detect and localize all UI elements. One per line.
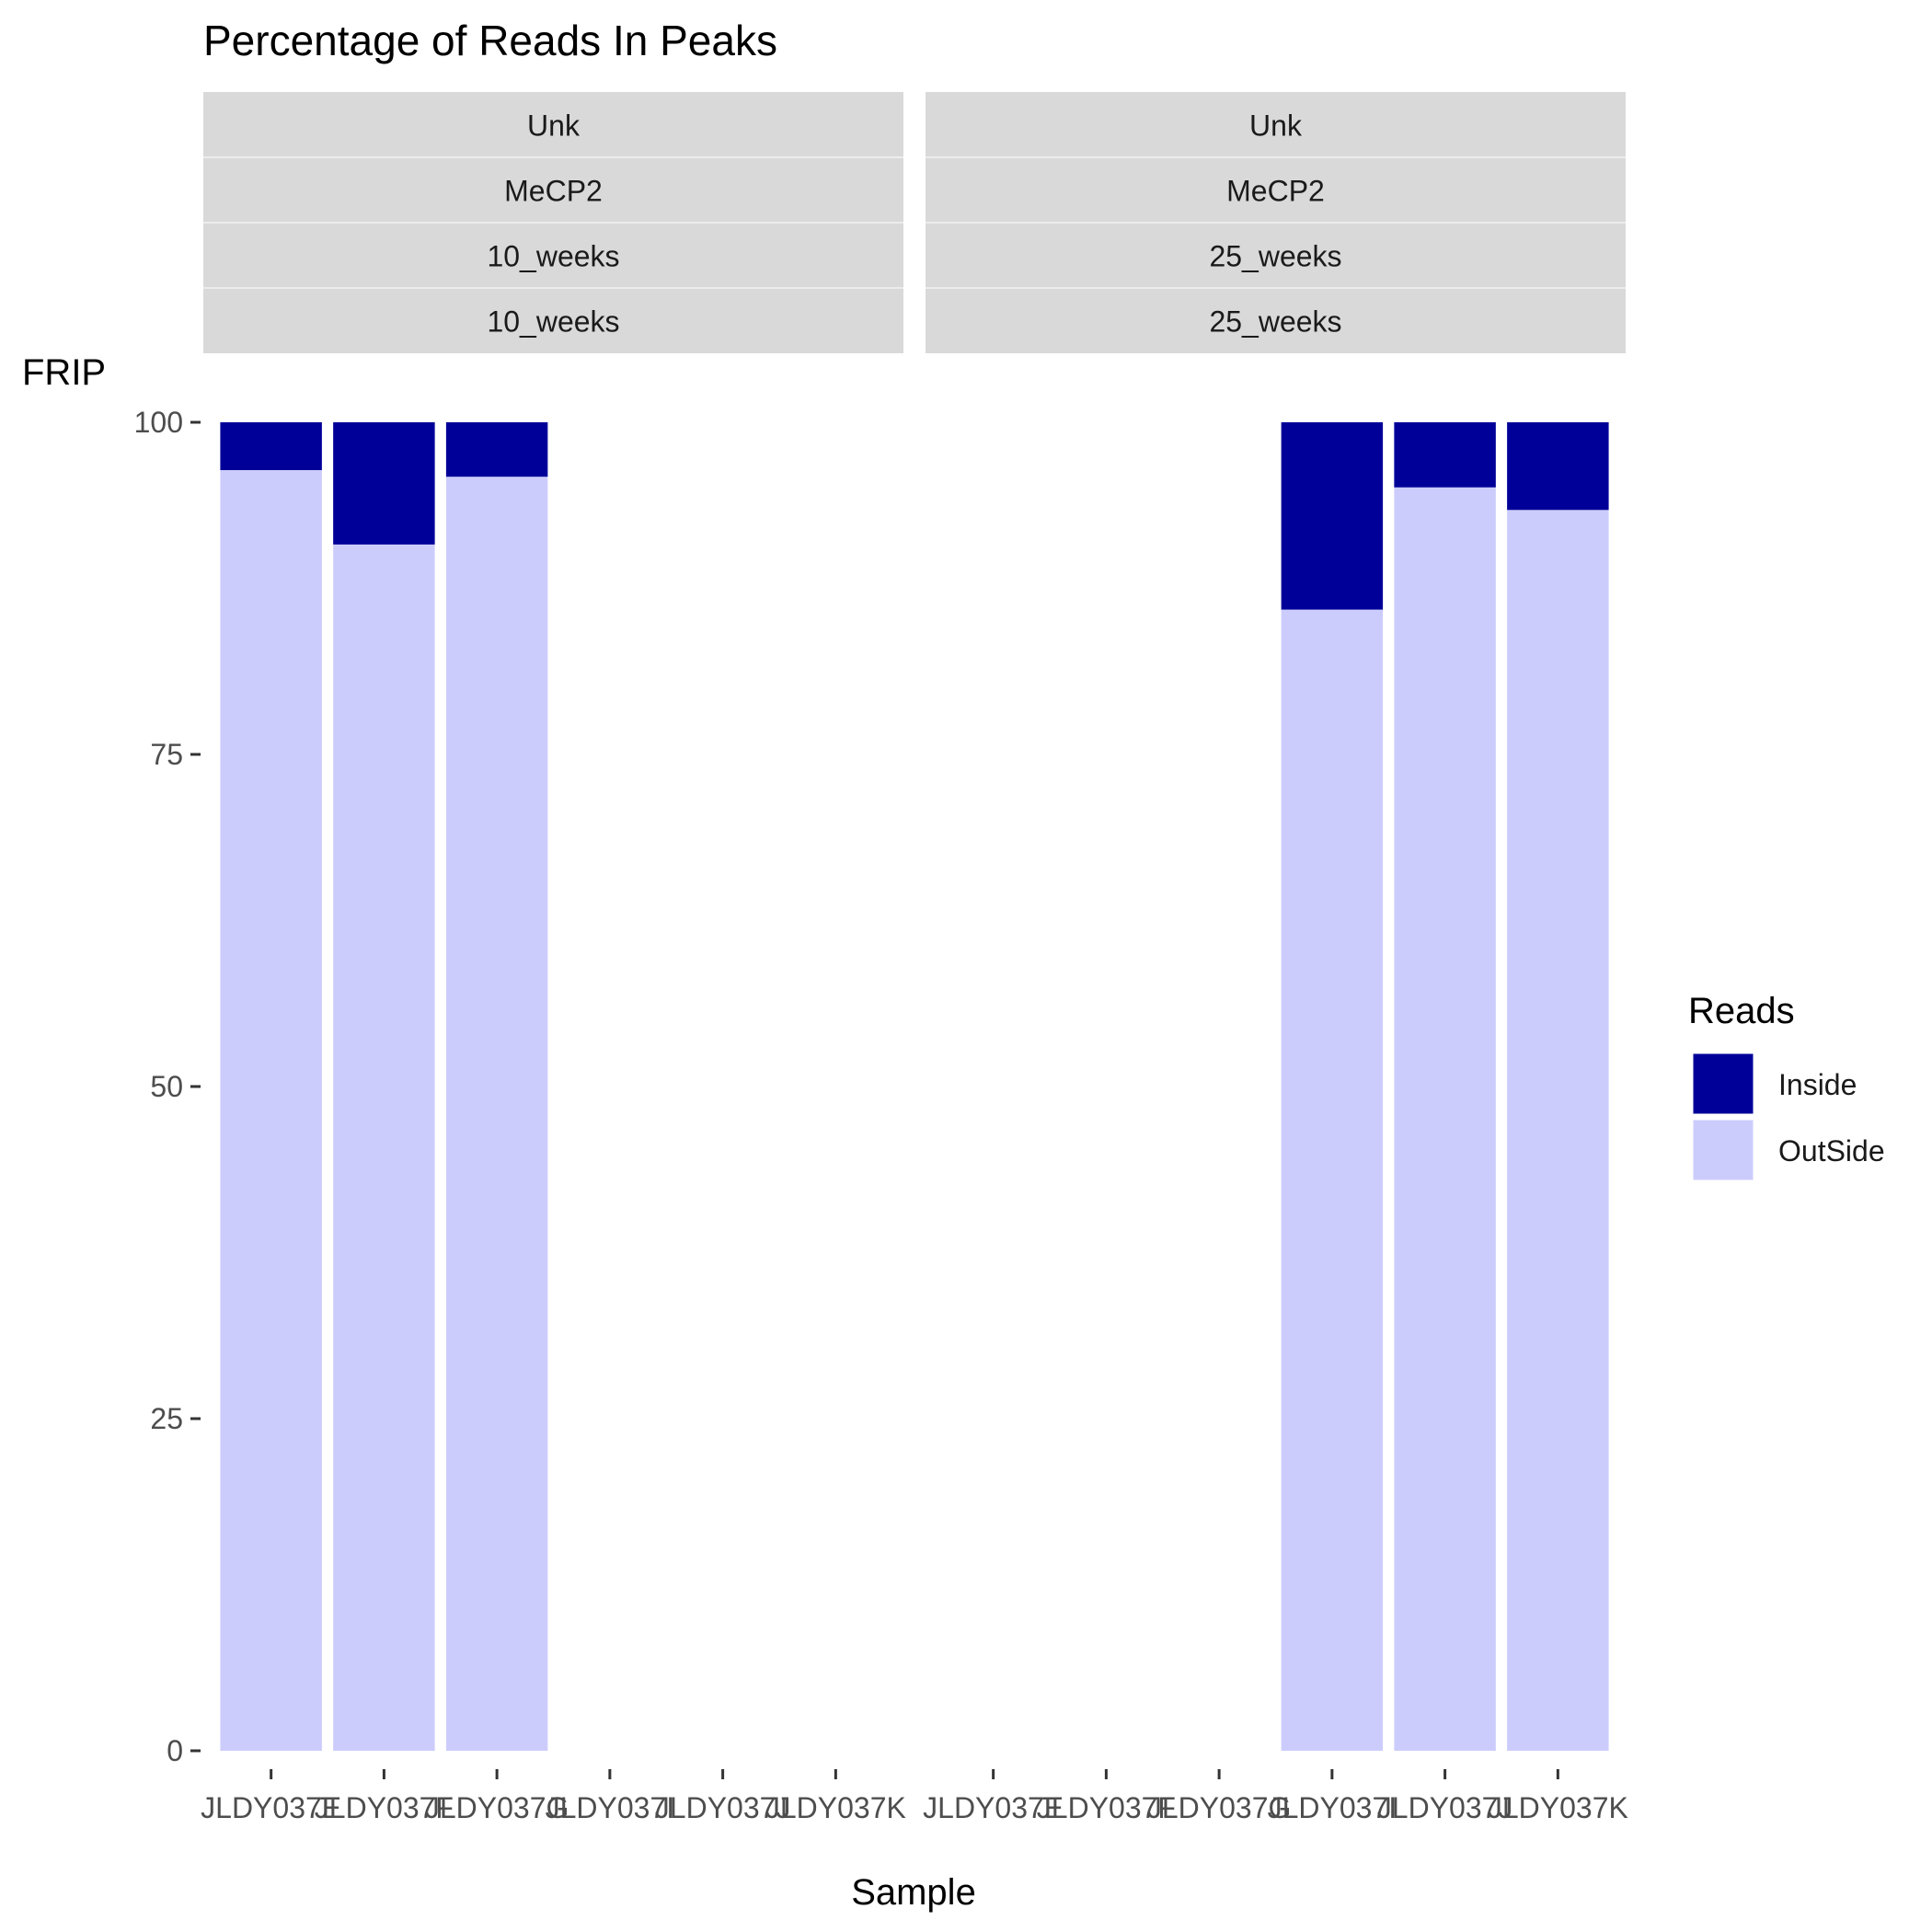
bar-inside: [445, 422, 548, 477]
strip-background: [203, 288, 903, 353]
y-tick-label: 50: [150, 1070, 183, 1103]
legend: Reads Inside OutSide: [1688, 991, 1885, 1183]
strip-background: [203, 223, 903, 288]
x-tick-label: JLDY037I: [546, 1791, 675, 1824]
strip-background: [926, 157, 1626, 223]
bar-inside: [1281, 422, 1384, 610]
legend-key-outside: [1690, 1117, 1756, 1183]
x-tick-label: JLDY037E: [923, 1791, 1064, 1824]
facet-panel-1: Unk MeCP2 10_weeks 10_weeks JLDY037EJLDY037F…: [201, 92, 906, 1824]
legend-key-inside: [1690, 1051, 1756, 1117]
bar-outside: [333, 544, 435, 1751]
x-tick-label: JLDY037K: [765, 1791, 906, 1824]
x-tick-label: JLDY037F: [1037, 1791, 1176, 1824]
chart-title: Percentage of Reads In Peaks: [203, 17, 777, 64]
strip-background: [926, 92, 1626, 157]
bar-inside: [1394, 422, 1496, 488]
x-axis-title: Sample: [851, 1872, 976, 1913]
x-tick-label: JLDY037I: [1268, 1791, 1397, 1824]
bar-inside: [1507, 422, 1609, 511]
strip-label: 10_weeks: [487, 240, 619, 273]
legend-label: OutSide: [1778, 1134, 1885, 1167]
bar-inside: [220, 422, 322, 470]
strip-background: [926, 223, 1626, 288]
x-tick-label: JLDY037G: [425, 1791, 569, 1824]
facet-panel-2: Unk MeCP2 25_weeks 25_weeks JLDY037EJLDY037F…: [923, 92, 1628, 1824]
y-tick-label: 100: [134, 406, 183, 439]
strip-label: 10_weeks: [487, 305, 619, 339]
strip-background: [203, 92, 903, 157]
strip-label: Unk: [1249, 109, 1303, 143]
bar-outside: [1394, 487, 1496, 1751]
strip-label: 25_weeks: [1209, 305, 1341, 339]
strip-background: [926, 288, 1626, 353]
bar-outside: [1507, 510, 1609, 1752]
x-tick-label: JLDY037E: [201, 1791, 341, 1824]
strip-label: MeCP2: [1226, 175, 1325, 208]
y-tick-label: 75: [150, 738, 183, 771]
x-tick-label: JLDY037G: [1147, 1791, 1292, 1824]
bar-outside: [445, 477, 548, 1751]
y-axis: 0 25 50 75 100: [134, 406, 201, 1767]
legend-title: Reads: [1688, 991, 1795, 1031]
y-axis-title: FRIP: [22, 352, 106, 393]
strip-label: 25_weeks: [1209, 240, 1341, 273]
x-tick-label: JLDY037J: [655, 1791, 791, 1824]
strip-label: Unk: [527, 109, 581, 143]
y-tick-label: 0: [167, 1734, 183, 1767]
facet-panels: UnkMeCP210_weeks10_weeksJLDY037EJLDY037F…: [201, 92, 1628, 1824]
x-tick-label: JLDY037F: [315, 1791, 454, 1824]
bar-outside: [1281, 609, 1384, 1751]
strip-background: [203, 157, 903, 223]
strip-label: MeCP2: [504, 175, 603, 208]
x-tick-label: JLDY037J: [1377, 1791, 1513, 1824]
x-tick-label: JLDY037K: [1488, 1791, 1628, 1824]
bar-inside: [333, 422, 435, 545]
legend-label: Inside: [1778, 1068, 1857, 1101]
y-tick-label: 25: [150, 1402, 183, 1435]
bar-outside: [220, 469, 322, 1751]
